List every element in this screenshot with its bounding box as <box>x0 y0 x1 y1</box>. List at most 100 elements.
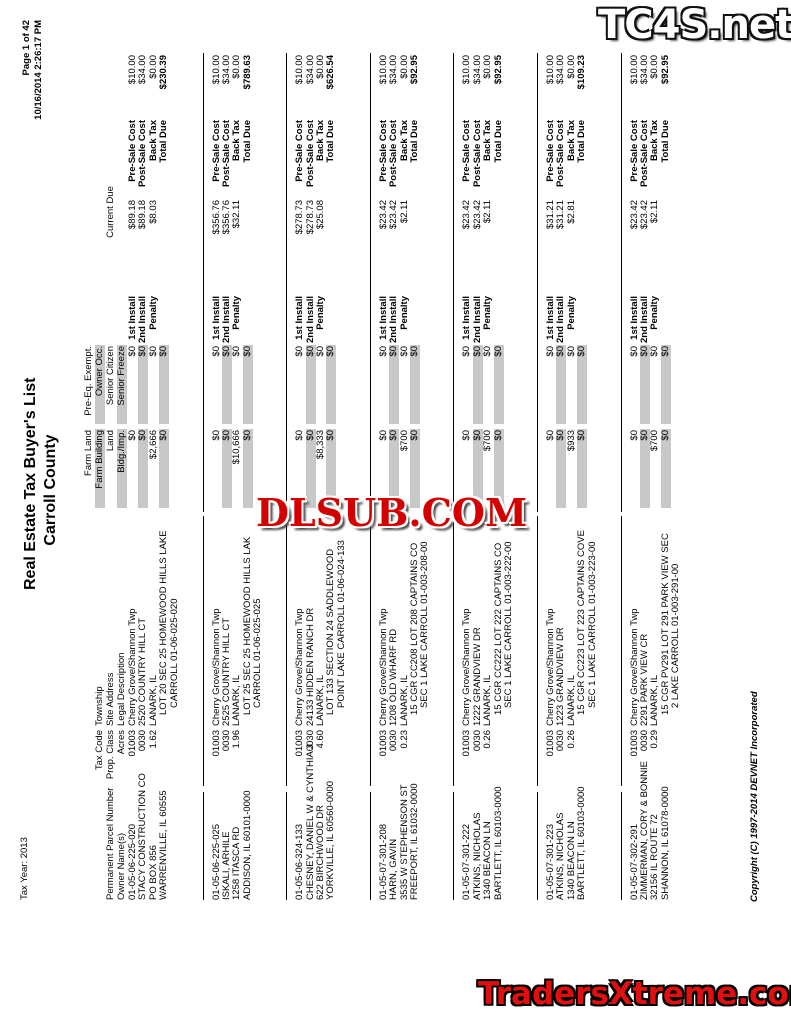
legal-description: POINT LAKE CARROLL 01-06-024-133 <box>335 540 347 708</box>
cost-label: Post-Sale Cost <box>555 120 567 188</box>
value-shade <box>577 429 588 508</box>
current-due: $2.81 <box>565 200 577 224</box>
township: Cherry Grove/Shannon Twp <box>461 608 473 726</box>
owner-line: WARRENVILLE, IL 60555 <box>158 790 170 900</box>
copyright: Copyright (C) 1997-2014 DEVNET Incorpora… <box>749 691 760 902</box>
record-separator <box>286 792 288 900</box>
record-separator <box>369 53 371 512</box>
owner-line: SHANNON, IL 61078-0000 <box>659 786 671 900</box>
owner-line: ATKINS, NICHOLAS <box>555 812 567 900</box>
site-address: 1208 OLD WHARF RD <box>388 628 400 726</box>
senior-citizen: $0 <box>482 346 494 357</box>
install-label: 1st Install <box>461 296 473 340</box>
penalty-label: Penalty <box>231 296 243 330</box>
column-header: Farm Building <box>94 430 105 489</box>
column-header: Pre-Eq. Exempt. <box>83 346 94 416</box>
record-separator <box>620 53 622 512</box>
legal-description: LOT 133 SECTION 24 SADDLEWOOD <box>325 548 337 715</box>
cost-amount: $34.00 <box>388 55 400 85</box>
total-label: Total Due <box>492 120 504 163</box>
current-due: $2.11 <box>649 200 661 224</box>
senior-freeze: $0 <box>492 346 504 357</box>
record-separator <box>202 53 204 512</box>
senior-freeze: $0 <box>241 346 253 357</box>
land-value: $700 <box>649 430 661 452</box>
total-label: Total Due <box>158 120 170 163</box>
value-shade <box>326 345 337 424</box>
building-value: $0 <box>409 430 420 441</box>
record-separator <box>453 792 455 900</box>
current-due: $23.42 <box>461 200 473 230</box>
value-shade <box>242 429 253 508</box>
parcel-number: 01-05-07-301-222 <box>461 823 473 900</box>
owner-occ: $0 <box>388 346 400 357</box>
record-separator <box>620 516 622 786</box>
value-shade <box>640 345 650 424</box>
senior-citizen: $0 <box>231 346 243 357</box>
value-shade <box>159 345 170 424</box>
senior-freeze: $0 <box>409 346 420 357</box>
value-shade <box>138 345 149 424</box>
tax-code: 01003 <box>294 730 306 757</box>
value-shade <box>556 429 567 508</box>
cost-amount: $34.00 <box>137 55 149 85</box>
total-due: $92.95 <box>492 55 504 85</box>
current-due: $89.18 <box>137 200 149 230</box>
acres: 0.23 <box>398 730 410 749</box>
senior-freeze: $0 <box>158 346 170 357</box>
farm-land: $0 <box>294 430 306 441</box>
cost-label: Pre-Sale Cost <box>294 120 306 182</box>
value-shade <box>660 429 671 508</box>
owner-line: YORKVILLE, IL 60560-0000 <box>325 780 337 900</box>
tax-year: Tax Year: 2013 <box>19 837 30 900</box>
record-separator <box>202 792 204 900</box>
acres: 1.96 <box>231 730 243 749</box>
record-separator <box>369 516 371 786</box>
cost-label: Back Tax <box>482 120 494 162</box>
senior-citizen: $0 <box>649 346 661 357</box>
column-header: Senior Freeze <box>116 346 127 406</box>
penalty-label: Penalty <box>482 296 494 330</box>
legal-description: 15 CGR CC223 LOT 223 CAPTAINS COVE <box>576 530 588 715</box>
owner-line: FREEPORT, IL 61032-0000 <box>409 783 420 900</box>
value-shade <box>305 345 316 424</box>
record-separator <box>537 792 538 900</box>
prop-class: 0030 <box>555 730 567 752</box>
column-header: Land <box>105 430 116 452</box>
total-due: $109.23 <box>576 55 588 90</box>
farm-building: $0 <box>555 430 567 441</box>
column-header: Farm Land <box>83 430 94 476</box>
watermark: TradersXtreme.com <box>478 976 791 1012</box>
current-due: $8.03 <box>147 200 159 224</box>
penalty-label: Penalty <box>315 296 326 330</box>
cost-label: Post-Sale Cost <box>137 120 149 188</box>
current-due: $31.21 <box>555 200 567 230</box>
install-label: 2nd Install <box>388 296 400 343</box>
senior-freeze: $0 <box>325 346 337 357</box>
total-label: Total Due <box>241 120 253 163</box>
watermark: DLSUB.COM <box>256 490 528 535</box>
record-separator <box>369 792 371 900</box>
record-separator <box>537 53 538 512</box>
watermark: TC4S.net <box>598 2 791 48</box>
site-city: LANARK, IL <box>649 674 661 726</box>
building-value: $0 <box>241 430 253 441</box>
install-label: 2nd Install <box>555 296 567 343</box>
install-label: 2nd Install <box>137 296 149 343</box>
record-separator <box>286 53 288 512</box>
acres: 0.26 <box>565 730 577 749</box>
column-header: Bldg./Imp. <box>116 430 127 473</box>
cost-label: Pre-Sale Cost <box>461 120 473 182</box>
value-shade <box>222 345 232 424</box>
owner-line: HARN, GAVIN <box>388 838 400 900</box>
legal-description: 2 LAKE CARROLL 01-003-291-00 <box>670 563 682 708</box>
penalty-label: Penalty <box>565 296 577 330</box>
record-separator <box>453 516 455 786</box>
report-title: Real Estate Tax Buyer's List <box>22 377 39 590</box>
current-due: $2.11 <box>482 200 494 224</box>
penalty-label: Penalty <box>649 296 661 330</box>
install-label: 1st Install <box>294 296 306 340</box>
cost-amount: $0.00 <box>649 55 661 79</box>
legal-description: CARROLL 01-06-025-020 <box>168 598 180 709</box>
current-due: $25.08 <box>315 200 326 230</box>
